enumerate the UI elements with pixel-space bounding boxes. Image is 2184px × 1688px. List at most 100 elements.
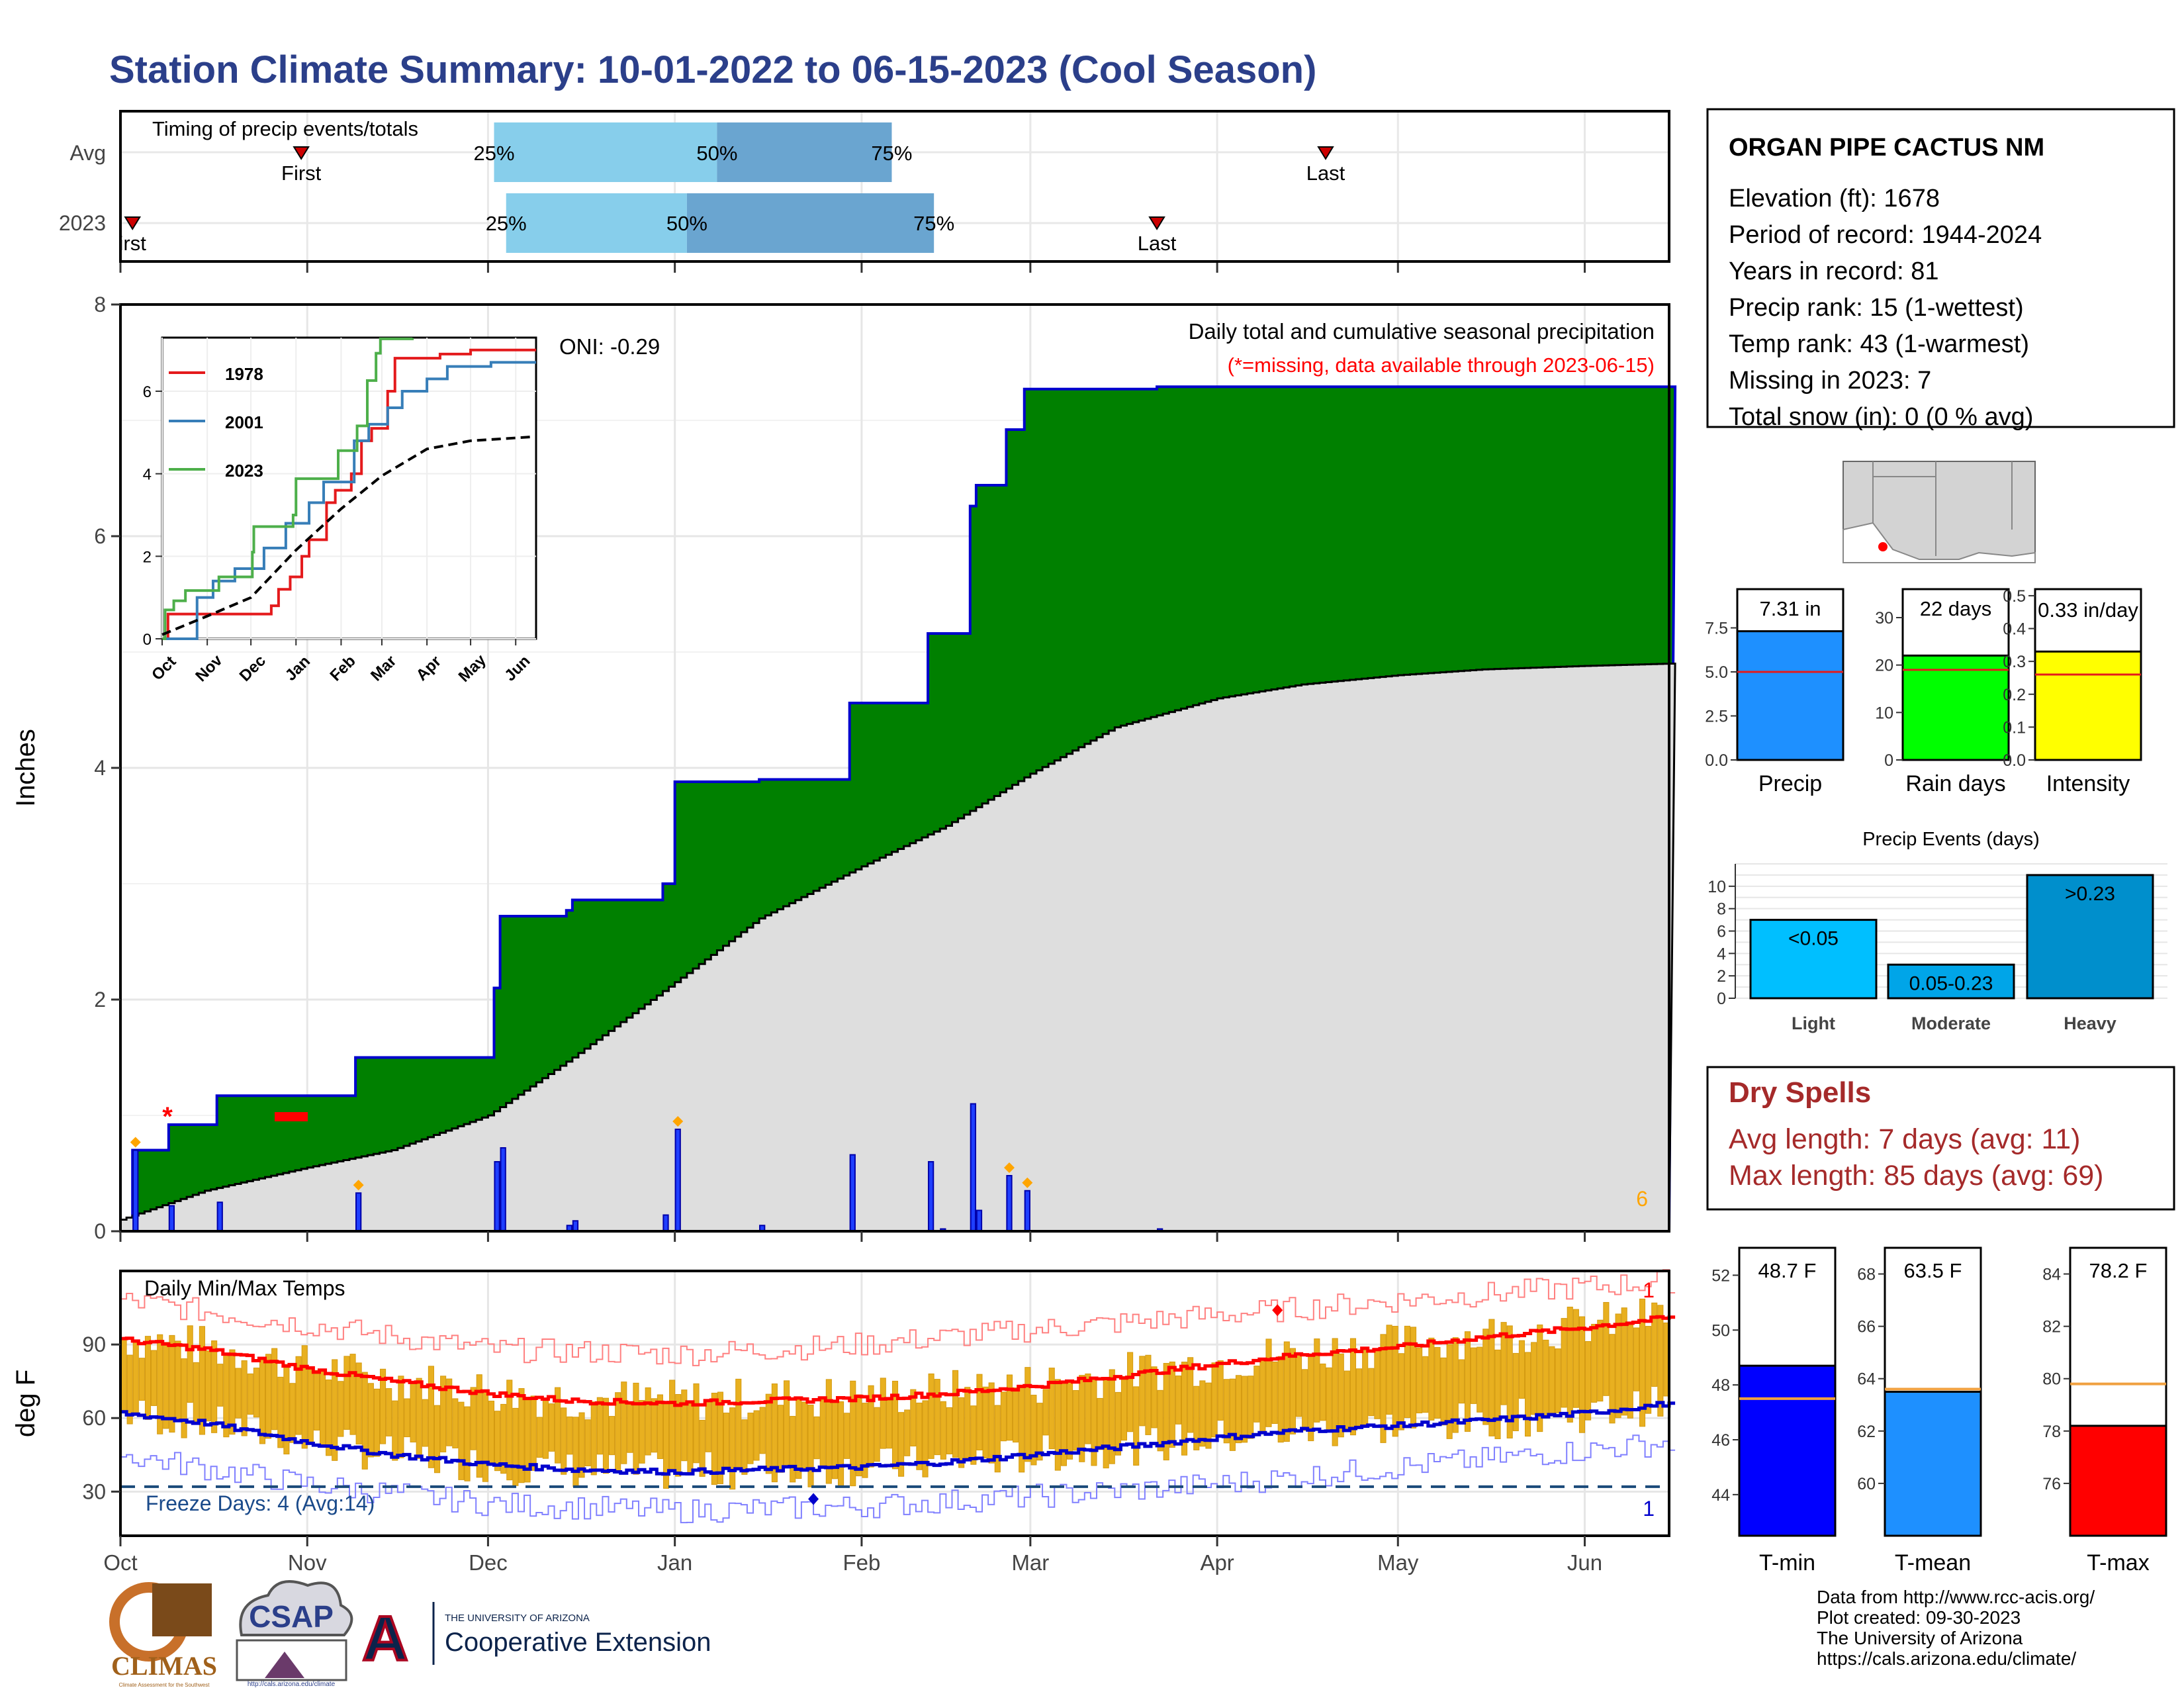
- daily-temp-bar: [994, 1405, 1001, 1473]
- temp-bar-value-label: 63.5 F: [1904, 1259, 1962, 1282]
- temp-bar-value-label: 48.7 F: [1758, 1259, 1817, 1282]
- mini-bar-chart-intensity: 0.33 in/day 0.0 0.1 0.2 0.3 0.4 0.5 Intensity: [2003, 587, 2142, 796]
- daily-temp-bar: [1030, 1395, 1037, 1466]
- daily-temp-bar: [1235, 1375, 1242, 1444]
- daily-temp-bar: [1651, 1302, 1658, 1387]
- daily-temp-bar: [506, 1380, 513, 1481]
- daily-temp-bar: [645, 1387, 651, 1456]
- temp-bar-y-tick-label: 52: [1711, 1266, 1730, 1285]
- daily-temp-bar: [1193, 1385, 1200, 1450]
- footer-plot-created: Plot created: 09-30-2023: [1817, 1607, 2021, 1628]
- daily-temp-bar: [1320, 1363, 1326, 1421]
- timing-first-marker: [293, 146, 310, 160]
- month-tick-label: Mar: [1011, 1550, 1049, 1575]
- mini-bar-y-tick-label: 0.0: [1705, 751, 1728, 770]
- mini-bar-value-label: 0.33 in/day: [2038, 598, 2138, 622]
- temp-bar-y-tick-label: 78: [2042, 1423, 2061, 1441]
- daily-temp-bar: [904, 1409, 911, 1456]
- figure-title: Station Climate Summary: 10-01-2022 to 0…: [109, 48, 1316, 91]
- daily-precip-bar: [500, 1147, 506, 1232]
- daily-temp-bar: [464, 1406, 471, 1481]
- daily-temp-bar: [1416, 1347, 1423, 1414]
- daily-temp-bar: [988, 1382, 995, 1464]
- daily-temp-bar: [910, 1389, 917, 1447]
- daily-temp-bar: [289, 1383, 296, 1443]
- daily-temp-bar: [1289, 1348, 1296, 1434]
- events-bar-label: 0.05-0.23: [1909, 972, 1993, 994]
- daily-temp-bar: [1398, 1353, 1404, 1430]
- daily-temp-bar: [542, 1397, 549, 1459]
- daily-temp-bar: [1120, 1376, 1128, 1441]
- daily-temp-bar: [500, 1403, 507, 1474]
- daily-temp-bar: [790, 1416, 796, 1483]
- daily-temp-bar: [326, 1380, 332, 1456]
- temp-bar-y-tick-label: 62: [1857, 1423, 1876, 1441]
- daily-temp-bar: [1000, 1391, 1007, 1442]
- temp-bar-y-tick-label: 48: [1711, 1376, 1730, 1395]
- inset-x-tick-label: Apr: [413, 653, 445, 684]
- footer-url: https://cals.arizona.edu/climate/: [1817, 1648, 2076, 1669]
- daily-temp-bar: [1157, 1389, 1163, 1452]
- daily-temp-bar: [934, 1379, 940, 1456]
- average-min-line: [120, 1401, 1676, 1476]
- climas-logo-subtext: Climate Assessment for the Southwest: [119, 1682, 210, 1688]
- daily-temp-bar: [307, 1369, 314, 1444]
- daily-temp-bar: [850, 1380, 856, 1487]
- daily-temp-bar: [1633, 1327, 1639, 1391]
- timing-bar-q2: [686, 193, 934, 253]
- missing-days-count: 6: [1636, 1187, 1648, 1211]
- daily-temp-bar: [844, 1413, 850, 1459]
- daily-temp-bar: [1434, 1346, 1441, 1419]
- station-info-line: Years in record: 81: [1729, 258, 1939, 285]
- daily-temp-bar: [1356, 1368, 1363, 1429]
- mini-bar-y-tick-label: 2.5: [1705, 708, 1728, 726]
- timing-bar-q1: [506, 193, 687, 253]
- daily-temp-bar: [1561, 1318, 1567, 1408]
- daily-temp-bar: [1639, 1298, 1646, 1427]
- daily-temp-bar: [651, 1398, 657, 1453]
- dry-spells-avg: Avg length: 7 days (avg: 11): [1729, 1123, 2080, 1155]
- month-tick-label: Nov: [288, 1550, 327, 1575]
- missing-marker-oct: *: [162, 1102, 173, 1131]
- daily-temp-bar: [410, 1383, 416, 1442]
- record-min-line: [120, 1434, 1676, 1524]
- events-title: Precip Events (days): [1862, 829, 2040, 850]
- freeze-days-label: Freeze Days: 4 (Avg:14): [146, 1491, 375, 1515]
- events-y-tick-label: 6: [1717, 923, 1726, 941]
- legend-label-2001: 2001: [225, 412, 263, 432]
- event-marker: [1003, 1162, 1015, 1173]
- mini-bar-name: Intensity: [2046, 771, 2130, 796]
- mini-bar-chart-rain-days: 22 days 0 10 20 30 Rain days: [1875, 588, 2010, 796]
- temp-bar-chart-t-min: 48.7 F 44 46 48 50 52 T-min: [1711, 1246, 1837, 1575]
- daily-temp-bar: [169, 1335, 175, 1433]
- missing-marker-nov: [275, 1112, 308, 1121]
- daily-temp-bar: [470, 1387, 477, 1450]
- daily-temp-bar: [784, 1380, 790, 1467]
- ua-logo: A THE UNIVERSITY OF ARIZONA Cooperative …: [361, 1602, 711, 1675]
- events-y-tick-label: 10: [1707, 878, 1726, 896]
- daily-temp-bar: [1295, 1354, 1302, 1417]
- timing-last-marker: [1317, 146, 1334, 160]
- station-info-box: [1706, 108, 2175, 428]
- daily-temp-bar: [241, 1360, 248, 1436]
- daily-temp-bar: [494, 1411, 501, 1472]
- timing-bar-q2: [717, 122, 892, 182]
- daily-temp-bar: [295, 1356, 302, 1435]
- month-tick-label: Jun: [1567, 1550, 1602, 1575]
- legend-label-1978: 1978: [225, 364, 263, 384]
- mini-bar-name: Rain days: [1905, 771, 2005, 796]
- temp-bar-chart-t-max: 78.2 F 76 78 80 82 84 T-max: [2042, 1246, 2167, 1575]
- ua-block-a-icon: A: [362, 1603, 408, 1674]
- timing-frame: [119, 110, 1670, 263]
- daily-temp-bar: [187, 1325, 193, 1403]
- mini-bar-value: [1901, 654, 2010, 761]
- daily-temp-bar: [1446, 1344, 1453, 1439]
- daily-temp-bar: [633, 1382, 639, 1475]
- daily-temp-bar: [1471, 1347, 1477, 1404]
- daily-temp-bar: [428, 1366, 434, 1468]
- timing-pct-label: 50%: [666, 212, 707, 235]
- daily-temp-bar: [205, 1350, 212, 1422]
- precip-y-tick-label: 4: [94, 756, 106, 780]
- daily-temp-bar: [332, 1359, 338, 1461]
- daily-temp-bar: [199, 1326, 205, 1435]
